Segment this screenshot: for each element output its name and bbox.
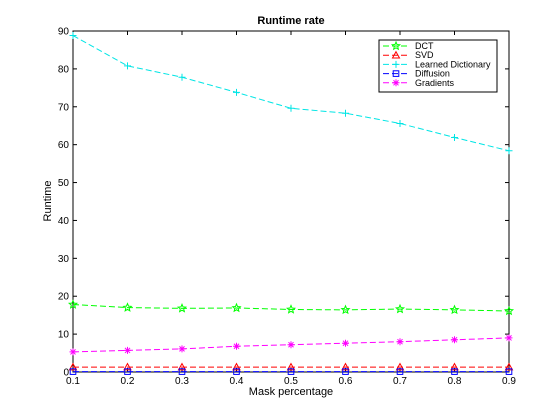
- data-point: [285, 304, 297, 314]
- data-point: [233, 88, 240, 96]
- legend-label: DCT: [415, 41, 434, 51]
- y-tick-label: 90: [58, 27, 70, 38]
- data-point: [69, 32, 77, 40]
- x-tick-label: 0.2: [121, 376, 135, 387]
- data-point: [178, 368, 186, 375]
- data-point: [231, 302, 242, 313]
- data-point: [124, 368, 131, 375]
- data-point: [394, 303, 406, 314]
- x-tick-label: 0.6: [339, 376, 353, 387]
- data-point: [178, 73, 186, 81]
- data-point: [342, 368, 349, 375]
- series-lines: [67, 32, 515, 375]
- data-point: [451, 336, 458, 344]
- data-point: [123, 362, 132, 371]
- data-point: [340, 304, 351, 315]
- x-tick-label: 0.8: [448, 376, 462, 387]
- data-point: [396, 338, 404, 346]
- data-point: [177, 362, 187, 371]
- x-tick-label: 0.5: [284, 376, 298, 387]
- legend-item: Gradients: [383, 78, 455, 88]
- legend-marker: [390, 40, 402, 51]
- y-tick-label: 60: [58, 140, 70, 151]
- legend-item: SVD: [383, 50, 434, 60]
- series-learned-dictionary: [69, 32, 513, 155]
- legend-label: SVD: [415, 50, 434, 60]
- data-point: [395, 362, 405, 371]
- data-point: [451, 368, 458, 375]
- data-point: [450, 362, 459, 371]
- x-tick-label: 0.1: [66, 376, 80, 387]
- data-point: [124, 62, 131, 70]
- legend-item: DCT: [383, 40, 434, 51]
- legend-label: Learned Dictionary: [415, 59, 491, 69]
- data-point: [68, 362, 78, 371]
- x-tick-label: 0.7: [393, 376, 407, 387]
- series-line: [72, 304, 510, 312]
- x-tick-label: 0.9: [502, 376, 516, 387]
- data-point: [342, 109, 349, 117]
- data-point: [505, 147, 513, 155]
- y-tick-label: 70: [58, 102, 70, 113]
- data-point: [287, 368, 295, 375]
- data-point: [122, 302, 133, 312]
- chart-title: Runtime rate: [257, 15, 324, 27]
- series-svd: [68, 362, 514, 371]
- data-point: [342, 339, 349, 347]
- legend-marker: [392, 70, 400, 77]
- data-point: [67, 299, 79, 309]
- data-point: [451, 133, 458, 141]
- data-point: [449, 304, 460, 315]
- y-tick-label: 80: [58, 64, 70, 75]
- data-point: [286, 362, 296, 371]
- legend-marker: [392, 79, 400, 87]
- legend-label: Diffusion: [415, 69, 450, 79]
- data-point: [233, 368, 240, 375]
- data-point: [505, 334, 513, 342]
- legend-item: Learned Dictionary: [383, 59, 491, 69]
- data-point: [287, 104, 295, 112]
- x-axis-label: Mask percentage: [249, 386, 333, 398]
- y-tick-label: 0: [63, 368, 69, 379]
- x-tick-label: 0.4: [230, 376, 244, 387]
- y-tick-label: 40: [58, 216, 70, 227]
- data-point: [69, 348, 77, 356]
- data-point: [232, 362, 241, 371]
- y-tick-label: 10: [58, 330, 70, 341]
- y-tick-label: 50: [58, 178, 70, 189]
- legend-marker: [391, 50, 401, 59]
- data-point: [396, 368, 404, 375]
- data-point: [124, 346, 131, 354]
- data-point: [505, 368, 513, 375]
- data-point: [176, 303, 188, 313]
- data-point: [233, 342, 240, 350]
- legend-label: Gradients: [415, 78, 455, 88]
- legend-marker: [392, 60, 400, 68]
- data-point: [396, 119, 404, 127]
- data-point: [287, 341, 295, 349]
- data-point: [69, 368, 77, 375]
- x-tick-label: 0.3: [175, 376, 189, 387]
- y-axis-label: Runtime: [42, 181, 54, 222]
- series-gradients: [69, 334, 513, 356]
- series-dct: [67, 299, 515, 316]
- data-point: [341, 362, 350, 371]
- data-point: [503, 305, 515, 316]
- data-point: [504, 362, 514, 371]
- data-point: [178, 345, 186, 353]
- series-diffusion: [69, 368, 513, 375]
- y-tick-label: 30: [58, 254, 70, 265]
- legend-item: Diffusion: [383, 69, 450, 79]
- y-tick-label: 20: [58, 292, 70, 303]
- series-line: [72, 35, 510, 152]
